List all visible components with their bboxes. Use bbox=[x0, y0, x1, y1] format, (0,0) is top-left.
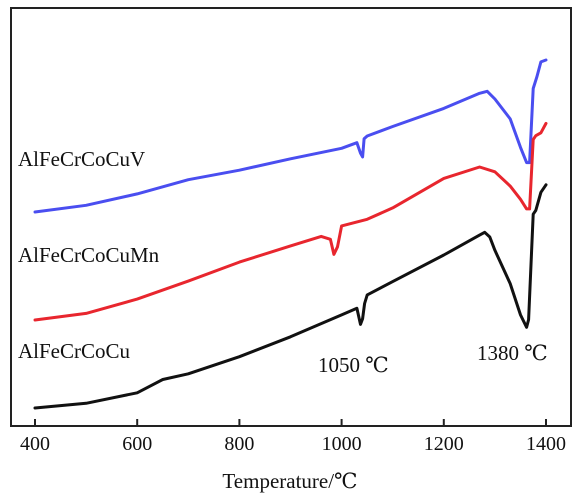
x-tick-label: 800 bbox=[224, 433, 254, 455]
series-label-alfecrcocu: AlFeCrCoCu bbox=[18, 339, 131, 363]
annotation-1050: 1050 ℃ bbox=[318, 353, 389, 377]
x-tick-label: 400 bbox=[20, 433, 50, 455]
series-label-alfecrcocumn: AlFeCrCoCuMn bbox=[18, 243, 160, 267]
x-axis: 400 600 800 1000 1200 1400 bbox=[20, 419, 566, 455]
series-group bbox=[33, 58, 548, 410]
x-tick-label: 600 bbox=[122, 433, 152, 455]
series-line-alfecrcocuv bbox=[33, 58, 548, 214]
plot-frame bbox=[10, 7, 572, 427]
x-axis-title: Temperature/℃ bbox=[222, 469, 357, 493]
annotation-1380: 1380 ℃ bbox=[477, 341, 548, 365]
x-tick-label: 1400 bbox=[526, 433, 566, 455]
series-line-alfecrcocu bbox=[33, 183, 548, 410]
x-tick-label: 1000 bbox=[322, 433, 362, 455]
series-line-alfecrcocumn bbox=[33, 121, 548, 322]
series-label-alfecrcocuv: AlFeCrCoCuV bbox=[18, 147, 145, 171]
x-tick-label: 1200 bbox=[424, 433, 464, 455]
plot-border bbox=[10, 7, 572, 427]
